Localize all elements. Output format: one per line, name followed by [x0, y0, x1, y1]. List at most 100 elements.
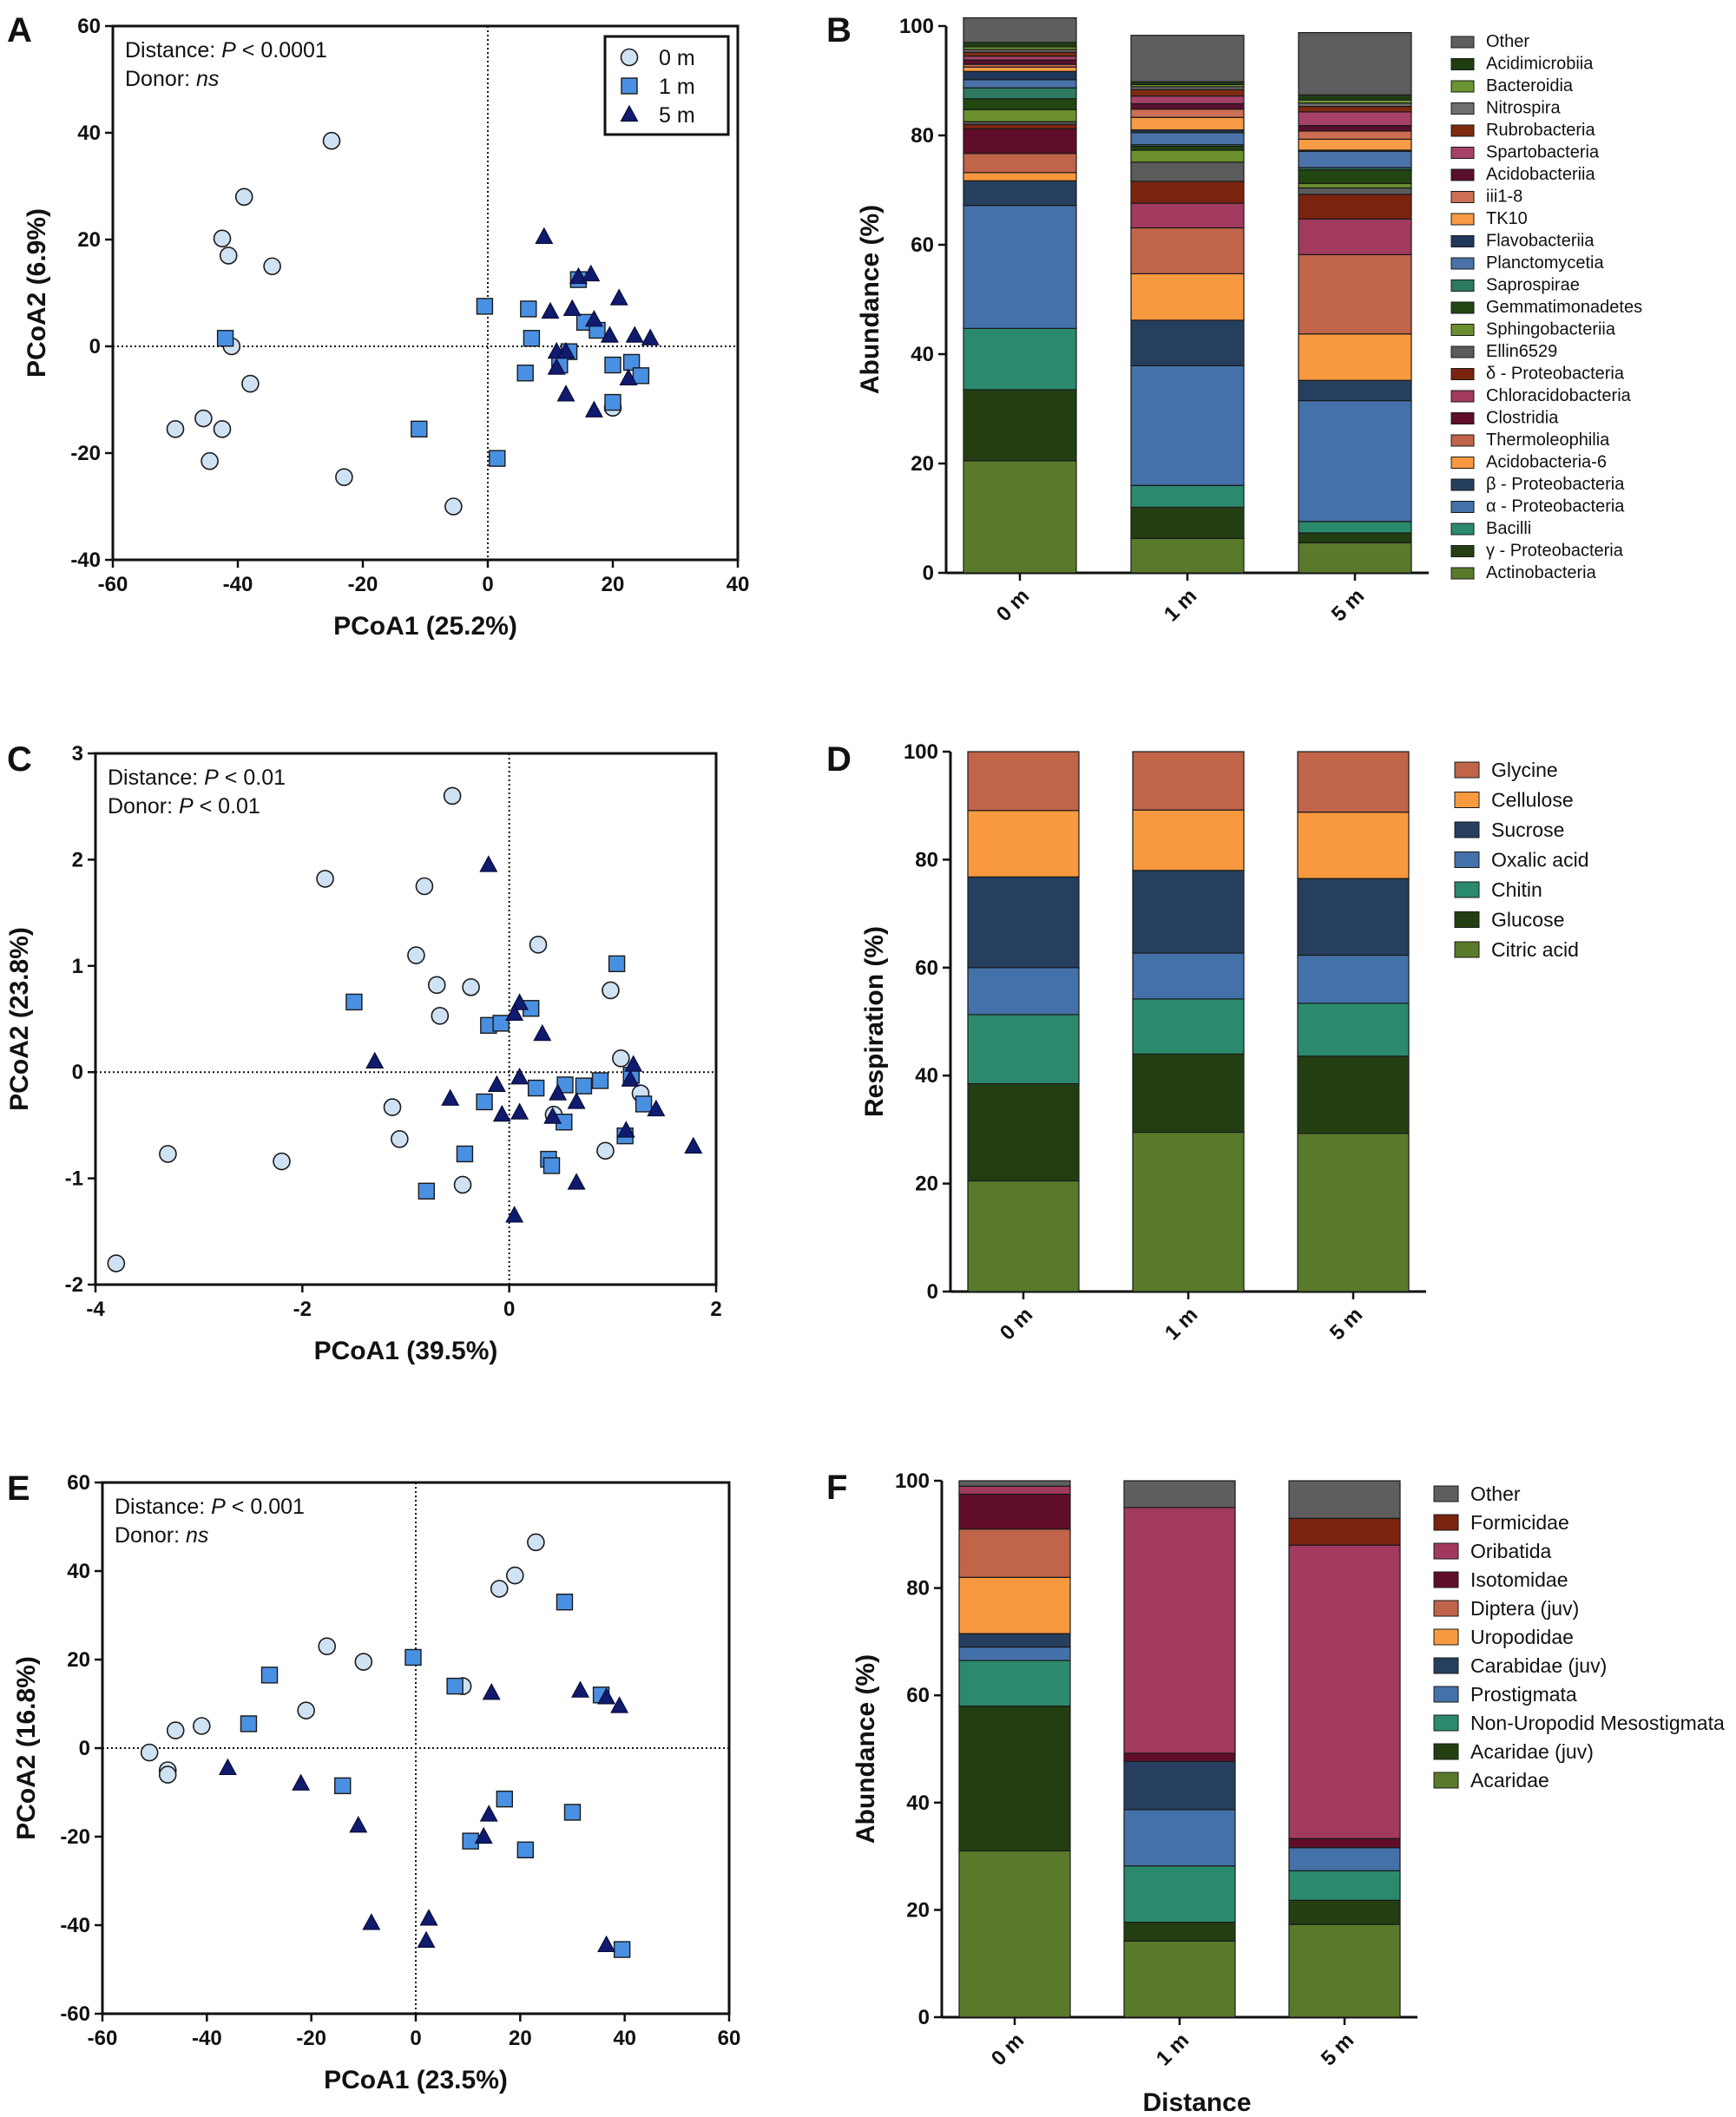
stat-label: Distance:	[115, 1495, 211, 1519]
bar-segment	[958, 1646, 1071, 1661]
scatter-point	[166, 1721, 185, 1739]
scatter-point	[201, 451, 219, 470]
y-tick-label: -1	[65, 1167, 83, 1191]
bar-segment	[963, 56, 1077, 61]
scatter-point	[362, 1913, 381, 1930]
legend-swatch	[1454, 911, 1480, 928]
bar-segment	[1298, 333, 1412, 381]
bar-segment	[1298, 253, 1412, 335]
bar-segment	[1130, 181, 1245, 204]
scatter-point	[487, 1075, 506, 1092]
bar-segment	[1130, 506, 1245, 539]
y-axis-label: Respiration (%)	[860, 926, 889, 1117]
scatter-point	[547, 358, 566, 375]
panel-label: F	[826, 1469, 847, 1507]
bar-segment	[1298, 399, 1412, 523]
x-tick-label: 1 m	[1161, 1303, 1202, 1344]
scatter-point	[107, 1254, 126, 1272]
scatter-point	[523, 330, 541, 347]
scatter-point	[444, 497, 463, 516]
bar-segment	[1123, 1809, 1236, 1867]
scatter-point	[602, 981, 620, 1000]
scatter-point	[335, 468, 353, 486]
scatter-point	[316, 870, 334, 888]
bar-segment	[1288, 1480, 1401, 1519]
scatter-point	[567, 1092, 586, 1109]
scatter-point	[635, 1095, 653, 1113]
bar-segment	[958, 1485, 1071, 1496]
scatter-point	[446, 1677, 464, 1695]
scatter-point	[140, 1743, 159, 1762]
x-tick-label: -4	[86, 1298, 105, 1321]
scatter-point	[584, 309, 603, 327]
stat-label: Donor:	[125, 67, 196, 91]
bar-segment	[963, 128, 1077, 155]
x-tick-label: 0 m	[992, 584, 1034, 626]
scatter-point	[462, 977, 480, 996]
legend-label: Carabidae (juv)	[1470, 1654, 1607, 1677]
legend-marker	[621, 77, 638, 95]
y-tick-label: 40	[906, 1792, 930, 1815]
stat-symbol: ns	[186, 1523, 208, 1548]
y-tick-label: 20	[911, 452, 934, 476]
scatter-point	[608, 955, 626, 973]
scatter-point	[533, 1023, 552, 1042]
legend-swatch	[1450, 279, 1475, 292]
bar-segment	[1130, 273, 1245, 321]
scatter-point	[616, 1121, 635, 1138]
scatter-point	[417, 1930, 436, 1948]
legend-marker	[620, 48, 639, 67]
stat-annotation: Donor: ns	[115, 1523, 208, 1548]
legend-label: Glucose	[1491, 909, 1564, 931]
stat-value: < 0.01	[194, 794, 260, 819]
bar-segment	[963, 327, 1077, 391]
panel-f-stacked-bar: F 0 20 40 60 80 100 Abundance (%) 0 m 1 m 5 m Dista…	[826, 1469, 1725, 2117]
legend-label: Chloracidobacteria	[1486, 386, 1632, 405]
legend-label: Diptera (juv)	[1470, 1597, 1579, 1620]
legend-swatch	[1433, 1657, 1459, 1674]
scatter-point	[563, 1804, 582, 1821]
bar-segment	[1288, 1899, 1401, 1925]
x-tick-label: 5 m	[1327, 584, 1369, 626]
y-tick-label: 40	[911, 343, 934, 366]
bar-segment	[1132, 809, 1245, 871]
scatter-point	[476, 1093, 493, 1111]
stat-annotation: Distance: P < 0.01	[108, 766, 286, 790]
bar-segment	[963, 180, 1077, 207]
scatter-point	[632, 367, 650, 385]
stat-label: Donor:	[108, 794, 179, 819]
scatter-point	[411, 420, 428, 438]
panel-label: B	[826, 11, 852, 49]
scatter-point	[596, 1141, 615, 1160]
bar-segment	[963, 123, 1077, 130]
series-5m	[365, 855, 703, 1223]
bar-segment	[1298, 130, 1412, 141]
scatter-point	[510, 1068, 529, 1085]
legend-label: Acidobacteriia	[1486, 165, 1596, 184]
series-0m	[140, 1533, 545, 1784]
y-tick-label: -2	[65, 1273, 83, 1297]
scatter-point	[600, 325, 619, 343]
scatter-point	[383, 1098, 402, 1116]
legend-swatch	[1450, 501, 1475, 513]
scatter-point	[407, 946, 425, 964]
y-tick-label: 1	[72, 955, 83, 978]
x-axis-label: PCoA1 (39.5%)	[314, 1337, 498, 1365]
legend-label: Acidimicrobiia	[1486, 55, 1594, 74]
y-axis-label: Abundance (%)	[856, 205, 884, 394]
scatter-point	[334, 1777, 352, 1795]
bar-1m	[1123, 1480, 1236, 2018]
y-tick-label: 0	[923, 562, 934, 585]
bar-segment	[967, 1014, 1080, 1085]
scatter-point	[625, 325, 644, 343]
bar-segment	[1298, 194, 1412, 220]
y-tick-label: 0	[72, 1061, 83, 1084]
x-tick-label: 5 m	[1325, 1303, 1367, 1344]
legend-label: Sphingobacteriia	[1486, 320, 1616, 339]
scatter-point	[218, 1758, 237, 1776]
bar-segment	[1130, 365, 1245, 486]
x-tick-label: 60	[718, 2027, 741, 2050]
scatter-point	[516, 1841, 535, 1859]
scatter-point	[476, 298, 494, 315]
